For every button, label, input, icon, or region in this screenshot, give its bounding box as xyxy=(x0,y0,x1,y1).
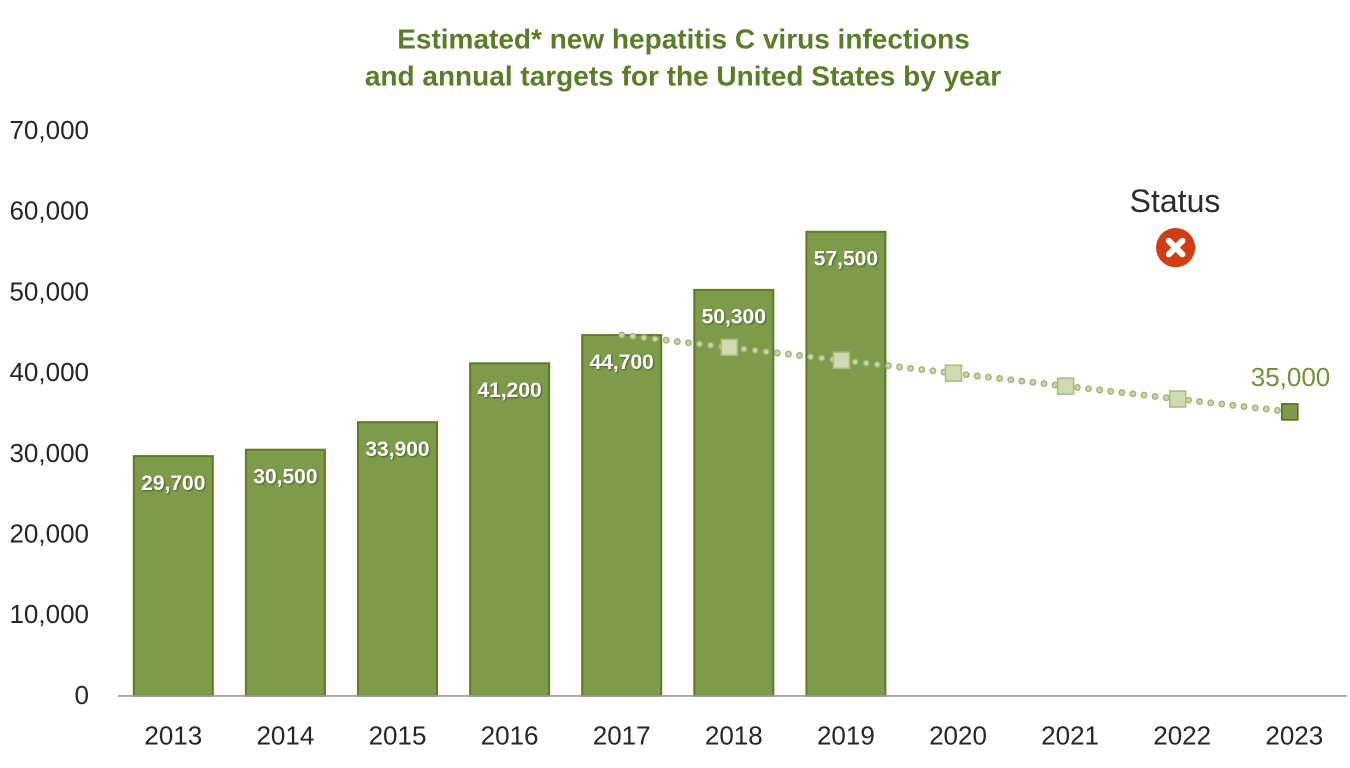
svg-text:40,000: 40,000 xyxy=(9,357,89,387)
svg-text:Estimated* new hepatitis C vir: Estimated* new hepatitis C virus infecti… xyxy=(397,24,970,55)
svg-text:Status: Status xyxy=(1130,183,1221,219)
svg-text:50,000: 50,000 xyxy=(9,276,89,306)
svg-text:50,300: 50,300 xyxy=(702,306,766,329)
svg-text:2020: 2020 xyxy=(929,721,987,751)
svg-text:35,000: 35,000 xyxy=(1251,362,1331,392)
svg-text:29,700: 29,700 xyxy=(141,472,205,495)
svg-text:2014: 2014 xyxy=(256,721,314,751)
svg-text:2018: 2018 xyxy=(705,721,763,751)
svg-text:2017: 2017 xyxy=(593,721,651,751)
svg-text:2021: 2021 xyxy=(1041,721,1099,751)
svg-text:30,500: 30,500 xyxy=(253,465,317,488)
svg-text:70,000: 70,000 xyxy=(9,115,89,145)
svg-text:2016: 2016 xyxy=(481,721,539,751)
svg-text:2022: 2022 xyxy=(1153,721,1211,751)
svg-text:2019: 2019 xyxy=(817,721,875,751)
svg-text:20,000: 20,000 xyxy=(9,519,89,549)
svg-text:10,000: 10,000 xyxy=(9,599,89,629)
svg-text:60,000: 60,000 xyxy=(9,196,89,226)
svg-text:and annual targets for the Uni: and annual targets for the United States… xyxy=(365,61,1001,92)
svg-text:30,000: 30,000 xyxy=(9,438,89,468)
svg-text:33,900: 33,900 xyxy=(365,438,429,461)
svg-text:2015: 2015 xyxy=(369,721,427,751)
svg-text:41,200: 41,200 xyxy=(477,379,541,402)
svg-text:2023: 2023 xyxy=(1265,721,1323,751)
svg-text:44,700: 44,700 xyxy=(590,351,654,374)
svg-text:2013: 2013 xyxy=(144,721,202,751)
svg-text:57,500: 57,500 xyxy=(814,248,878,271)
svg-text:0: 0 xyxy=(75,680,89,710)
